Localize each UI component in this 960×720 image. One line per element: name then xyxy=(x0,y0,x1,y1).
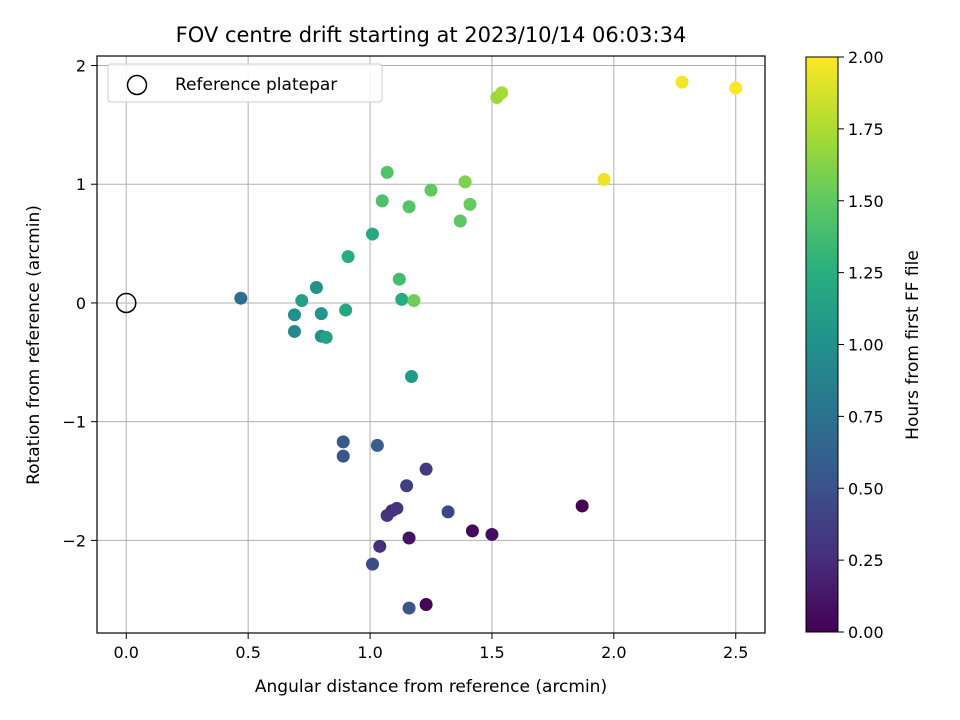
chart-title: FOV centre drift starting at 2023/10/14 … xyxy=(176,23,687,47)
y-tick-label: 2 xyxy=(76,56,86,75)
scatter-point xyxy=(392,272,406,286)
plot-frame xyxy=(96,55,766,634)
x-axis-ticks: 0.0 0.5 1.0 1.5 2.0 2.5 xyxy=(114,633,748,662)
scatter-point xyxy=(495,86,509,100)
scatter-point xyxy=(373,539,387,553)
scatter-point xyxy=(675,75,689,89)
scatter-point xyxy=(575,499,589,513)
x-tick-label: 0.5 xyxy=(235,643,260,662)
x-tick-label: 2.0 xyxy=(601,643,626,662)
scatter-point xyxy=(375,194,389,208)
scatter-point xyxy=(402,200,416,214)
colorbar-gradient xyxy=(806,57,838,632)
scatter-point xyxy=(234,291,248,305)
colorbar-tick-label: 0.25 xyxy=(848,551,884,570)
scatter-point xyxy=(336,435,350,449)
colorbar-tick-label: 1.50 xyxy=(848,192,884,211)
scatter-point xyxy=(390,501,404,515)
legend-entry-label: Reference platepar xyxy=(175,75,337,95)
x-tick-label: 1.0 xyxy=(357,643,382,662)
scatter-point xyxy=(419,598,433,612)
scatter-point xyxy=(402,601,416,615)
scatter-point xyxy=(309,281,323,295)
scatter-point xyxy=(463,197,477,211)
colorbar: 0.00 0.25 0.50 0.75 1.00 1.25 1.50 1.75 2.00 Hou… xyxy=(805,48,923,642)
scatter-point xyxy=(380,508,394,522)
colorbar-tick-label: 1.75 xyxy=(848,120,884,139)
scatter-point xyxy=(365,227,379,241)
scatter-point xyxy=(370,438,384,452)
colorbar-tick-label: 0.00 xyxy=(848,623,884,642)
scatter-point xyxy=(729,81,743,95)
colorbar-tick-label: 2.00 xyxy=(848,48,884,67)
scatter-point xyxy=(402,531,416,545)
scatter-point xyxy=(400,479,414,493)
scatter-point xyxy=(441,505,455,519)
colorbar-label: Hours from first FF file xyxy=(903,250,923,440)
y-tick-label: 1 xyxy=(76,175,86,194)
scatter-point xyxy=(365,557,379,571)
scatter-point xyxy=(341,250,355,264)
scatter-point xyxy=(287,324,301,338)
grid-lines xyxy=(97,56,765,633)
colorbar-tick-label: 0.75 xyxy=(848,407,884,426)
scatter-point xyxy=(419,462,433,476)
scatter-point xyxy=(465,524,479,538)
reference-marker-layer xyxy=(116,292,137,314)
scatter-point xyxy=(380,165,394,179)
scatter-point xyxy=(458,175,472,189)
scatter-point xyxy=(319,330,333,344)
colorbar-ticks: 0.00 0.25 0.50 0.75 1.00 1.25 1.50 1.75 2.00 xyxy=(838,48,884,642)
scatter-point xyxy=(407,294,421,308)
colorbar-tick-label: 0.50 xyxy=(848,479,884,498)
scatter-point xyxy=(453,214,467,228)
x-axis-label: Angular distance from reference (arcmin) xyxy=(255,677,607,697)
scatter-points xyxy=(234,75,743,615)
y-tick-label: −2 xyxy=(62,531,86,550)
scatter-point xyxy=(287,308,301,322)
legend-marker-icon xyxy=(126,74,148,96)
scatter-point xyxy=(339,303,353,317)
y-axis-label: Rotation from reference (arcmin) xyxy=(24,205,44,485)
scatter-point xyxy=(404,370,418,384)
y-tick-label: −1 xyxy=(62,413,86,432)
colorbar-tick-label: 1.00 xyxy=(848,336,884,355)
colorbar-tick-label: 1.25 xyxy=(848,264,884,283)
legend-box xyxy=(107,63,383,103)
scatter-point xyxy=(336,449,350,463)
legend: Reference platepar xyxy=(107,63,383,103)
y-tick-label: 0 xyxy=(76,294,86,313)
scatter-point xyxy=(485,527,499,541)
x-tick-label: 2.5 xyxy=(723,643,748,662)
x-tick-label: 1.5 xyxy=(479,643,504,662)
scatter-point xyxy=(395,292,409,306)
scatter-point xyxy=(424,183,438,197)
scatter-point xyxy=(597,172,611,186)
x-tick-label: 0.0 xyxy=(114,643,139,662)
scatter-point xyxy=(295,294,309,308)
y-axis-ticks: −2 −1 0 1 2 xyxy=(62,56,97,550)
reference-marker xyxy=(116,292,137,314)
scatter-point xyxy=(314,307,328,321)
